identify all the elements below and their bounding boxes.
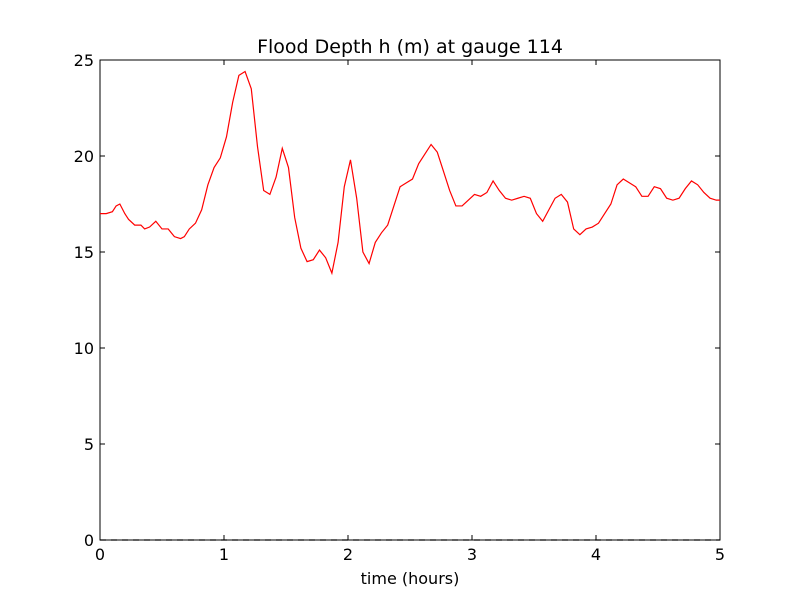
plot-area (99, 59, 721, 541)
y-tick-label: 15 (74, 243, 94, 262)
y-tick-label: 0 (84, 531, 94, 550)
y-tick-label: 10 (74, 339, 94, 358)
x-tick-labels: 0 1 2 3 4 5 (95, 545, 725, 564)
ticks-layer (99, 59, 721, 541)
y-tick-label: 5 (84, 435, 94, 454)
y-tick-labels: 0 5 10 15 20 25 (74, 51, 94, 550)
plot-frame (99, 59, 721, 541)
x-tick-label: 4 (591, 545, 601, 564)
x-tick-label: 2 (343, 545, 353, 564)
x-tick-label: 1 (219, 545, 229, 564)
chart-title: Flood Depth h (m) at gauge 114 (257, 36, 563, 58)
x-tick-label: 0 (95, 545, 105, 564)
flood-depth-series-line (100, 70, 720, 276)
x-tick-label: 5 (715, 545, 725, 564)
x-axis-label: time (hours) (361, 569, 460, 588)
series-layer (100, 70, 720, 541)
y-tick-label: 25 (74, 51, 94, 70)
x-tick-label: 3 (467, 545, 477, 564)
y-tick-label: 20 (74, 147, 94, 166)
